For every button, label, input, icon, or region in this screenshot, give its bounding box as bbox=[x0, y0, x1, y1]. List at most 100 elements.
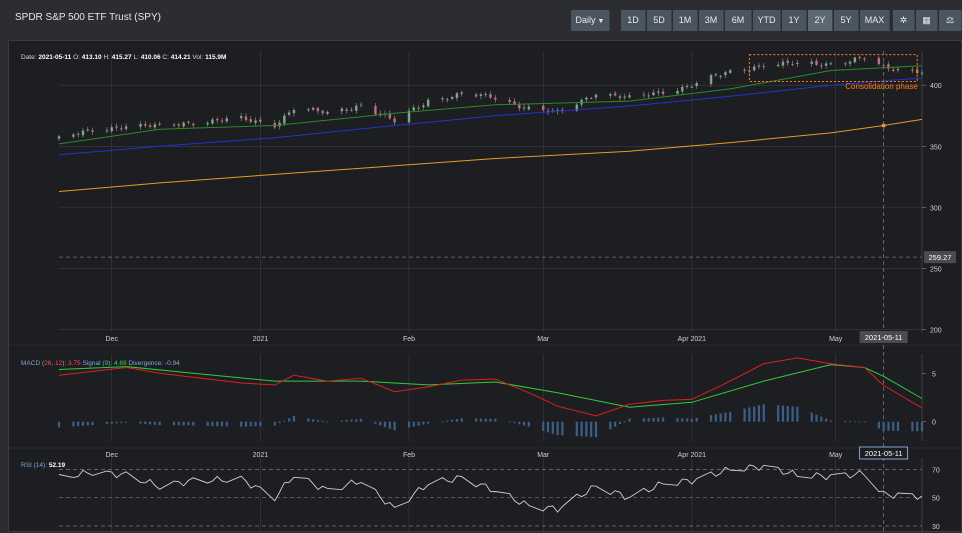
divergence-bar bbox=[139, 421, 142, 424]
divergence-bar bbox=[628, 418, 631, 422]
x-tick-label: Dec bbox=[106, 452, 119, 459]
candle-body bbox=[244, 116, 248, 120]
y-tick-label: 70 bbox=[932, 467, 940, 474]
x-tick-label: May bbox=[829, 336, 843, 343]
scale-icon: ⚖ bbox=[945, 15, 955, 25]
candle-body bbox=[278, 122, 281, 127]
divergence-bar bbox=[590, 421, 593, 437]
candle-body bbox=[91, 130, 94, 132]
chevron-down-icon: ▼ bbox=[597, 18, 605, 25]
candle-body bbox=[450, 97, 454, 99]
candle-body bbox=[355, 105, 358, 111]
candle-body bbox=[628, 95, 631, 98]
scale-button[interactable]: ⚖ bbox=[939, 10, 962, 31]
sma-20-line bbox=[58, 65, 923, 145]
candle-body bbox=[124, 126, 128, 129]
candle-body bbox=[824, 63, 828, 66]
divergence-bar bbox=[729, 411, 732, 422]
divergence-bar bbox=[551, 421, 554, 434]
divergence-bar bbox=[355, 419, 358, 422]
settings-icon: ✲ bbox=[899, 15, 908, 25]
candle-body bbox=[714, 74, 718, 76]
candle-body bbox=[724, 72, 727, 76]
candle-body bbox=[594, 94, 598, 98]
chart-svg[interactable]: 200250300350400DecDec20212021FebFebMarMa… bbox=[9, 41, 962, 533]
candle-body bbox=[863, 58, 866, 60]
x-tick-label: Mar bbox=[537, 336, 550, 343]
range-button-5d[interactable]: 5D bbox=[647, 10, 672, 31]
divergence-bar bbox=[719, 413, 722, 422]
candle-body bbox=[752, 66, 756, 71]
divergence-bar bbox=[695, 417, 698, 422]
divergence-bar bbox=[312, 419, 315, 422]
range-button-1m[interactable]: 1M bbox=[673, 10, 698, 31]
candle-body bbox=[192, 123, 195, 126]
divergence-bar bbox=[77, 421, 80, 427]
candle-body bbox=[220, 120, 224, 122]
divergence-bar bbox=[796, 406, 799, 422]
divergence-bar bbox=[259, 421, 262, 427]
candle-body bbox=[848, 61, 852, 64]
divergence-bar bbox=[240, 421, 243, 427]
ohlc-date-label: Date: bbox=[21, 54, 37, 61]
candle-body bbox=[695, 83, 698, 87]
range-button-1d[interactable]: 1D bbox=[621, 10, 646, 31]
divergence-bar bbox=[91, 421, 94, 426]
candle-body bbox=[685, 86, 689, 88]
candle-body bbox=[489, 94, 492, 98]
range-button-1y[interactable]: 1Y bbox=[782, 10, 807, 31]
settings-button[interactable]: ✲ bbox=[893, 10, 915, 31]
range-button-2y[interactable]: 2Y bbox=[808, 10, 833, 31]
divergence-bar bbox=[762, 404, 765, 422]
candle-body bbox=[887, 64, 890, 69]
divergence-bar bbox=[887, 421, 890, 431]
candle-body bbox=[172, 124, 176, 126]
divergence-bar bbox=[417, 421, 420, 426]
divergence-bar bbox=[187, 421, 190, 426]
candle-body bbox=[647, 95, 650, 97]
divergence-bar bbox=[220, 421, 224, 427]
candle-body bbox=[642, 94, 646, 96]
divergence-bar bbox=[412, 421, 415, 427]
candle-body bbox=[796, 62, 799, 64]
divergence-bar bbox=[748, 407, 751, 422]
candle-body bbox=[326, 111, 329, 114]
candle-body bbox=[206, 122, 209, 125]
divergence-bar bbox=[359, 418, 363, 422]
calculator-button[interactable]: ▦ bbox=[916, 10, 938, 31]
candle-body bbox=[762, 66, 765, 68]
candle-body bbox=[709, 75, 713, 84]
range-button-5y[interactable]: 5Y bbox=[834, 10, 859, 31]
range-button-max[interactable]: MAX bbox=[860, 10, 890, 31]
candle-body bbox=[359, 104, 363, 106]
divergence-bar bbox=[283, 420, 286, 422]
divergence-bar bbox=[177, 421, 180, 426]
crosshair-price-box bbox=[924, 251, 956, 264]
divergence-bar bbox=[340, 420, 343, 422]
range-button-ytd[interactable]: YTD bbox=[753, 10, 781, 31]
x-tick-label: Feb bbox=[403, 336, 415, 343]
divergence-bar bbox=[786, 405, 789, 422]
sma-200-line bbox=[58, 118, 923, 192]
divergence-bar bbox=[316, 420, 319, 422]
divergence-bar bbox=[508, 421, 511, 423]
divergence-bar bbox=[172, 421, 176, 426]
crosshair-price-label: 259.27 bbox=[929, 253, 952, 262]
candle-body bbox=[86, 129, 89, 131]
crosshair-date-box bbox=[859, 331, 908, 343]
candle-body bbox=[877, 57, 881, 65]
divergence-bar bbox=[216, 421, 219, 427]
candle-body bbox=[776, 64, 780, 67]
candle-body bbox=[719, 75, 722, 77]
range-button-3m[interactable]: 3M bbox=[699, 10, 724, 31]
candle-body bbox=[422, 105, 425, 108]
divergence-bar bbox=[690, 418, 693, 422]
interval-dropdown[interactable]: Daily ▼ bbox=[571, 10, 610, 31]
candle-body bbox=[72, 134, 75, 137]
candle-body bbox=[815, 60, 818, 65]
candle-body bbox=[522, 107, 526, 109]
x-tick-label: Mar bbox=[537, 452, 550, 459]
candle-body bbox=[105, 130, 109, 132]
range-button-6m[interactable]: 6M bbox=[725, 10, 752, 31]
divergence-bar bbox=[820, 416, 823, 422]
